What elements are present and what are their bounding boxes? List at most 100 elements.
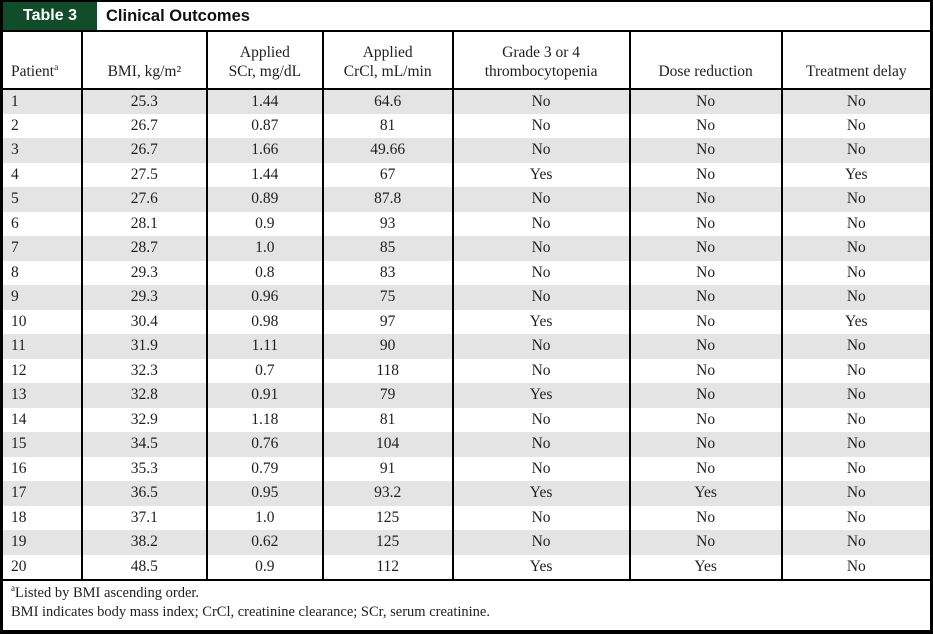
- table-row: 4 27.5 1.44 67 Yes No Yes: [3, 162, 930, 187]
- table-titlebar: Table 3 Clinical Outcomes: [3, 2, 930, 32]
- cell-crcl: 112: [321, 554, 453, 579]
- cell-thrombocytopenia: Yes: [451, 481, 630, 506]
- cell-bmi: 36.5: [80, 481, 207, 506]
- table-row: 9 29.3 0.96 75 No No No: [3, 285, 930, 310]
- cell-crcl: 49.66: [321, 138, 453, 163]
- cell-patient: 9: [11, 288, 19, 306]
- cell-thrombocytopenia: Yes: [451, 162, 630, 187]
- cell-patient: 5: [11, 190, 19, 208]
- cell-patient: 7: [11, 239, 19, 257]
- cell-treatment_delay: No: [780, 236, 930, 261]
- cell-scr: 0.7: [205, 358, 323, 383]
- cell-scr: 0.98: [205, 309, 323, 334]
- cell-bmi: 29.3: [80, 285, 207, 310]
- column-header-bmi: BMI, kg/m²: [80, 32, 207, 90]
- cell-thrombocytopenia: No: [451, 407, 630, 432]
- cell-thrombocytopenia: No: [451, 211, 630, 236]
- cell-crcl: 125: [321, 505, 453, 530]
- cell-thrombocytopenia: No: [451, 138, 630, 163]
- cell-crcl: 93.2: [321, 481, 453, 506]
- cell-crcl: 125: [321, 530, 453, 555]
- cell-scr: 1.0: [205, 505, 323, 530]
- cell-treatment_delay: No: [780, 383, 930, 408]
- cell-patient: 20: [11, 557, 27, 575]
- cell-patient: 17: [11, 484, 27, 502]
- cell-thrombocytopenia: No: [451, 432, 630, 457]
- cell-scr: 1.18: [205, 407, 323, 432]
- footnote-listed-by: aListed by BMI ascending order.: [11, 584, 922, 603]
- table-row: 16 35.3 0.79 91 No No No: [3, 456, 930, 481]
- cell-crcl: 118: [321, 358, 453, 383]
- cell-scr: 0.62: [205, 530, 323, 555]
- cell-treatment_delay: No: [780, 89, 930, 114]
- cell-treatment_delay: No: [780, 260, 930, 285]
- cell-crcl: 64.6: [321, 89, 453, 114]
- cell-bmi: 32.3: [80, 358, 207, 383]
- cell-treatment_delay: No: [780, 407, 930, 432]
- cell-scr: 1.44: [205, 89, 323, 114]
- cell-dose_reduction: No: [628, 260, 782, 285]
- table-row: 11 31.9 1.11 90 No No No: [3, 334, 930, 359]
- cell-treatment_delay: No: [780, 456, 930, 481]
- cell-bmi: 32.9: [80, 407, 207, 432]
- cell-patient: 4: [11, 165, 19, 183]
- cell-patient: 6: [11, 214, 19, 232]
- cell-dose_reduction: No: [628, 407, 782, 432]
- cell-crcl: 83: [321, 260, 453, 285]
- cell-treatment_delay: Yes: [780, 162, 930, 187]
- table-row: 20 48.5 0.9 112 Yes Yes No: [3, 554, 930, 579]
- cell-crcl: 81: [321, 407, 453, 432]
- cell-dose_reduction: No: [628, 530, 782, 555]
- cell-bmi: 48.5: [80, 554, 207, 579]
- cell-patient: 12: [11, 361, 27, 379]
- cell-crcl: 85: [321, 236, 453, 261]
- table-row: 5 27.6 0.89 87.8 No No No: [3, 187, 930, 212]
- cell-crcl: 67: [321, 162, 453, 187]
- cell-bmi: 34.5: [80, 432, 207, 457]
- cell-thrombocytopenia: No: [451, 187, 630, 212]
- column-header-dose_reduction: Dose reduction: [628, 32, 782, 90]
- table-row: 6 28.1 0.9 93 No No No: [3, 211, 930, 236]
- cell-thrombocytopenia: No: [451, 358, 630, 383]
- table-row: 12 32.3 0.7 118 No No No: [3, 358, 930, 383]
- table-row: 2 26.7 0.87 81 No No No: [3, 113, 930, 138]
- cell-treatment_delay: No: [780, 505, 930, 530]
- cell-thrombocytopenia: No: [451, 505, 630, 530]
- cell-patient: 14: [11, 410, 27, 428]
- table-row: 10 30.4 0.98 97 Yes No Yes: [3, 309, 930, 334]
- cell-treatment_delay: Yes: [780, 309, 930, 334]
- cell-scr: 0.96: [205, 285, 323, 310]
- cell-thrombocytopenia: Yes: [451, 309, 630, 334]
- cell-crcl: 91: [321, 456, 453, 481]
- cell-patient: 2: [11, 116, 19, 134]
- cell-bmi: 26.7: [80, 138, 207, 163]
- table-number-label: Table 3: [3, 2, 97, 30]
- cell-scr: 0.89: [205, 187, 323, 212]
- clinical-outcomes-table: Patienta BMI, kg/m² Applied SCr, mg/dL Appli…: [3, 32, 930, 579]
- cell-scr: 1.0: [205, 236, 323, 261]
- cell-thrombocytopenia: No: [451, 456, 630, 481]
- cell-patient: 8: [11, 263, 19, 281]
- column-header-scr: Applied SCr, mg/dL: [205, 32, 323, 90]
- cell-patient: 3: [11, 141, 19, 159]
- cell-dose_reduction: No: [628, 89, 782, 114]
- cell-treatment_delay: No: [780, 211, 930, 236]
- cell-patient: 1: [11, 92, 19, 110]
- cell-bmi: 28.1: [80, 211, 207, 236]
- cell-dose_reduction: No: [628, 138, 782, 163]
- cell-dose_reduction: No: [628, 211, 782, 236]
- cell-crcl: 79: [321, 383, 453, 408]
- cell-treatment_delay: No: [780, 554, 930, 579]
- cell-treatment_delay: No: [780, 187, 930, 212]
- cell-scr: 0.8: [205, 260, 323, 285]
- cell-treatment_delay: No: [780, 285, 930, 310]
- cell-thrombocytopenia: No: [451, 334, 630, 359]
- cell-scr: 0.9: [205, 554, 323, 579]
- cell-scr: 0.9: [205, 211, 323, 236]
- cell-bmi: 27.5: [80, 162, 207, 187]
- footnote-listed-by-text: Listed by BMI ascending order.: [15, 585, 200, 601]
- cell-thrombocytopenia: Yes: [451, 554, 630, 579]
- footnote-abbreviations: BMI indicates body mass index; CrCl, cre…: [11, 604, 490, 620]
- cell-scr: 0.76: [205, 432, 323, 457]
- cell-patient: 10: [11, 312, 27, 330]
